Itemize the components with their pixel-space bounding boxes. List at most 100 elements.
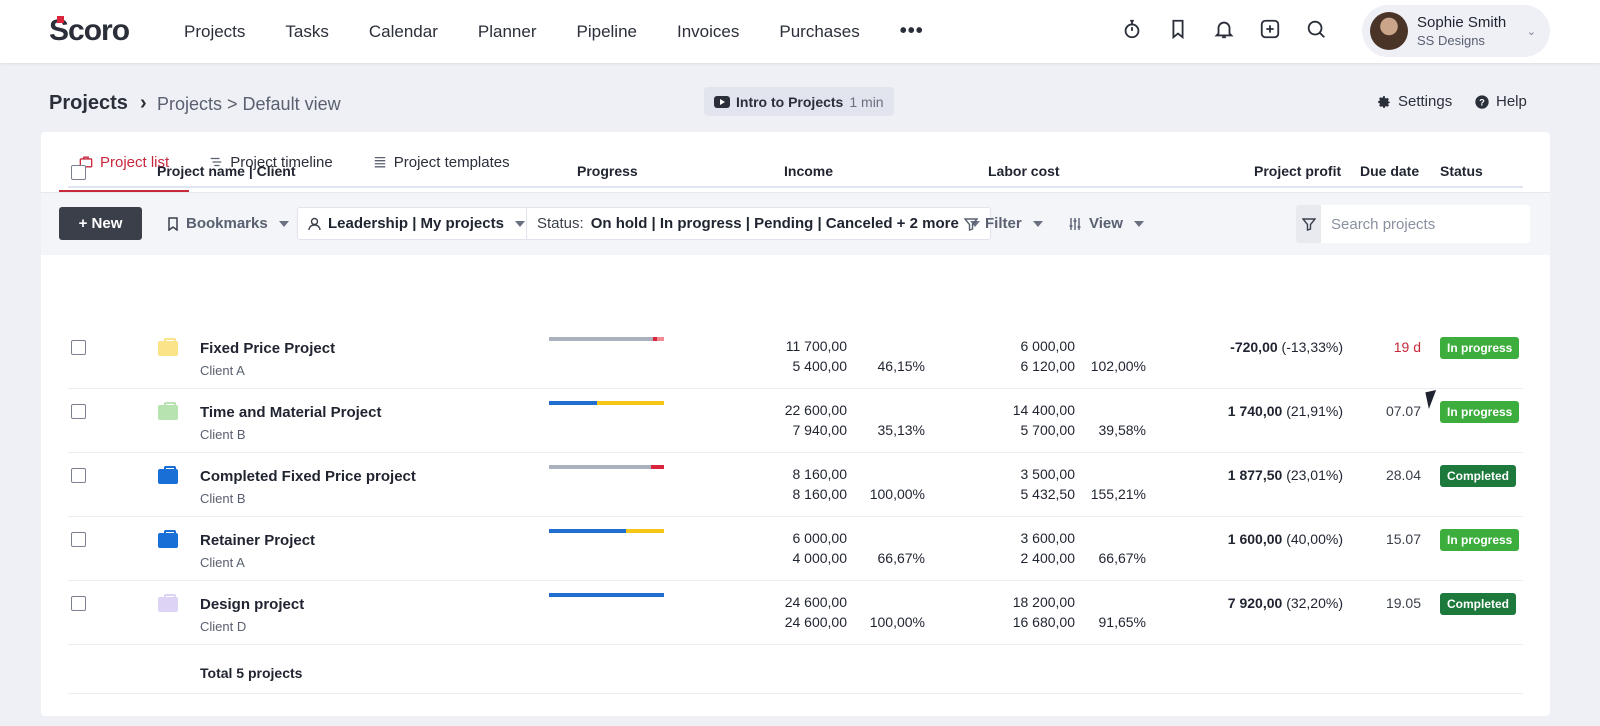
project-name-link[interactable]: Design project (200, 596, 305, 613)
table-row[interactable]: Time and Material Project Client B 22 600,… (68, 389, 1523, 453)
search-filter-icon[interactable] (1296, 205, 1321, 243)
status-prefix: Status: (537, 215, 584, 232)
client-name[interactable]: Client A (200, 363, 245, 378)
income-percent: 66,67% (877, 550, 925, 566)
income-actual: 7 940,00 (792, 422, 848, 438)
client-name[interactable]: Client B (200, 491, 246, 506)
labor-planned: 6 000,00 (1020, 338, 1076, 354)
project-name-link[interactable]: Completed Fixed Price project (200, 468, 416, 485)
progress-bar (549, 401, 664, 405)
nav-more-button[interactable]: ••• (899, 20, 924, 42)
breadcrumb[interactable]: Projects > Default view (157, 94, 341, 114)
project-profit: 1 740,00 (21,91%) (1228, 403, 1343, 419)
nav-tasks[interactable]: Tasks (285, 21, 329, 41)
scope-dropdown[interactable]: Leadership | My projects (297, 207, 536, 240)
progress-bar (549, 529, 664, 533)
breadcrumb-separator: › (140, 92, 147, 114)
labor-percent: 102,00% (1090, 358, 1146, 374)
help-button[interactable]: ? Help (1474, 93, 1527, 110)
view-dropdown[interactable]: View (1058, 207, 1154, 240)
row-checkbox[interactable] (71, 596, 86, 611)
tab-project-templates[interactable]: Project templates (353, 132, 530, 192)
tab-project-list[interactable]: Project list (59, 132, 190, 192)
nav-projects[interactable]: Projects (184, 21, 246, 41)
client-name[interactable]: Client B (200, 427, 246, 442)
nav-invoices[interactable]: Invoices (677, 21, 740, 41)
divider (68, 693, 1523, 694)
intro-video-button[interactable]: Intro to Projects 1 min (704, 87, 894, 116)
due-date: 15.07 (1385, 531, 1421, 547)
header-project-name[interactable]: Project name | Client (157, 163, 296, 179)
nav-purchases[interactable]: Purchases (779, 21, 860, 41)
header-status[interactable]: Status (1440, 163, 1483, 179)
income-percent: 100,00% (869, 486, 925, 502)
row-checkbox[interactable] (71, 404, 86, 419)
scoro-logo[interactable]: Scoro (49, 14, 130, 48)
header-income[interactable]: Income (784, 163, 834, 179)
progress-segment (549, 337, 653, 341)
search-input[interactable] (1321, 205, 1530, 243)
project-name-link[interactable]: Fixed Price Project (200, 340, 336, 357)
avatar (1370, 12, 1408, 50)
table-row[interactable]: Fixed Price Project Client A 11 700,00 5 40… (68, 325, 1523, 389)
progress-segment (549, 401, 598, 405)
progress-bar (549, 465, 664, 469)
select-all-checkbox[interactable] (71, 165, 86, 180)
status-badge[interactable]: Completed (1440, 465, 1517, 487)
project-tabs: Project list Project timeline Project te… (59, 132, 530, 192)
search-icon[interactable] (1304, 17, 1328, 41)
plus-square-icon[interactable] (1258, 17, 1282, 41)
nav-pipeline[interactable]: Pipeline (576, 21, 638, 41)
new-project-button[interactable]: + New (59, 207, 142, 240)
labor-actual: 5 432,50 (1020, 486, 1076, 502)
table-row[interactable]: Completed Fixed Price project Client B 8 1… (68, 453, 1523, 517)
top-navigation-bar: Scoro Projects Tasks Calendar Planner Pi… (0, 0, 1600, 63)
filter-dropdown[interactable]: Filter (954, 207, 1053, 240)
header-project-profit[interactable]: Project profit (1254, 163, 1342, 179)
header-progress[interactable]: Progress (577, 163, 638, 179)
status-badge[interactable]: In progress (1440, 529, 1520, 551)
bookmark-icon (168, 216, 178, 231)
row-checkbox[interactable] (71, 532, 86, 547)
header-labor-cost[interactable]: Labor cost (988, 163, 1060, 179)
client-name[interactable]: Client D (200, 619, 247, 634)
row-checkbox[interactable] (71, 340, 86, 355)
table-header: Project name | Client Progress Income La… (68, 159, 1523, 188)
status-filter-dropdown[interactable]: Status: On hold | In progress | Pending … (526, 207, 991, 240)
progress-segment (626, 529, 664, 533)
project-name-link[interactable]: Time and Material Project (200, 404, 382, 421)
caret-down-icon (1032, 220, 1043, 227)
caret-down-icon (969, 220, 980, 227)
labor-percent: 39,58% (1098, 422, 1146, 438)
header-due-date[interactable]: Due date (1360, 163, 1420, 179)
settings-button[interactable]: Settings (1376, 93, 1452, 110)
project-name-link[interactable]: Retainer Project (200, 532, 316, 549)
bell-icon[interactable] (1212, 17, 1236, 41)
income-planned: 11 700,00 (785, 338, 847, 354)
table-row[interactable]: Design project Client D 24 600,00 24 600,00… (68, 581, 1523, 645)
profit-percent: (32,20%) (1286, 595, 1343, 611)
progress-segment (657, 337, 664, 341)
labor-planned: 3 500,00 (1020, 466, 1076, 482)
tab-project-timeline[interactable]: Project timeline (189, 132, 353, 192)
bookmarks-dropdown[interactable]: Bookmarks (157, 207, 299, 240)
labor-percent: 91,65% (1098, 614, 1146, 630)
labor-actual: 5 700,00 (1020, 422, 1076, 438)
stopwatch-icon[interactable] (1120, 17, 1144, 41)
row-checkbox[interactable] (71, 468, 86, 483)
project-search (1296, 205, 1530, 243)
caret-down-icon (514, 220, 525, 227)
project-profit: 1 600,00 (40,00%) (1228, 531, 1343, 547)
client-name[interactable]: Client A (200, 555, 245, 570)
bookmark-icon[interactable] (1166, 17, 1190, 41)
table-row[interactable]: Retainer Project Client A 6 000,00 4 000,00… (68, 517, 1523, 581)
income-actual: 8 160,00 (792, 486, 848, 502)
page-title: Projects (49, 92, 128, 114)
nav-planner[interactable]: Planner (477, 21, 537, 41)
status-badge[interactable]: In progress (1440, 401, 1520, 423)
user-menu[interactable]: Sophie Smith SS Designs ⌄ (1362, 5, 1550, 57)
sliders-icon (1069, 217, 1081, 230)
nav-calendar[interactable]: Calendar (368, 21, 438, 41)
status-badge[interactable]: In progress (1440, 337, 1520, 359)
status-badge[interactable]: Completed (1440, 593, 1517, 615)
